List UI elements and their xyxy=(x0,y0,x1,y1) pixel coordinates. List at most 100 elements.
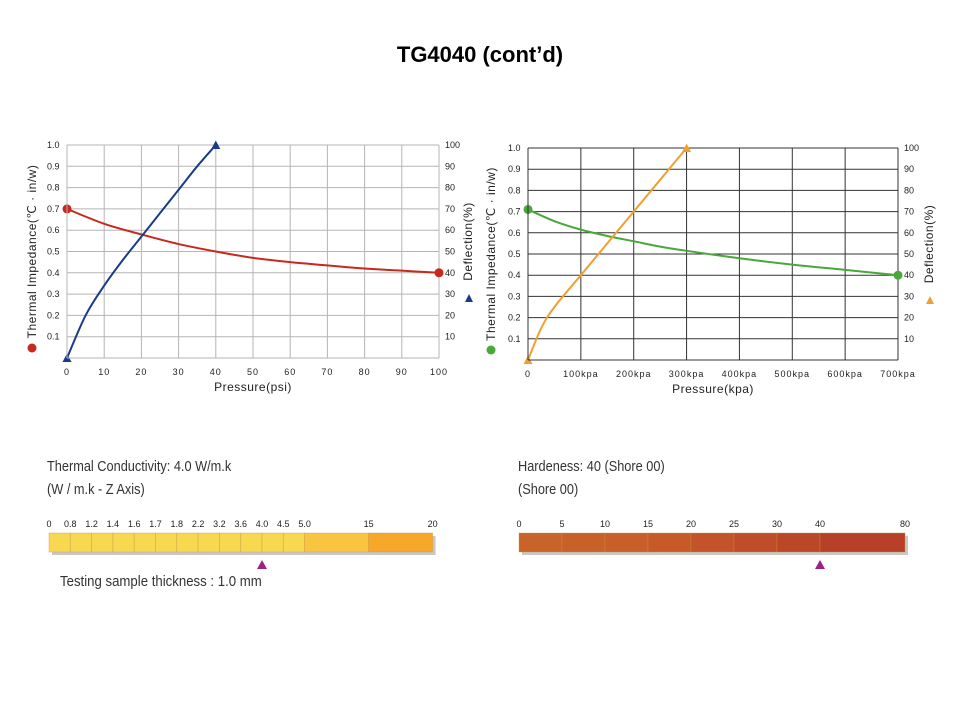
scale-tick-label: 0 xyxy=(46,519,51,529)
conductivity-subheading: (W / m.k - Z Axis) xyxy=(47,481,145,498)
scale-tick-label: 40 xyxy=(815,519,825,529)
y-right-tick-label: 40 xyxy=(445,268,455,278)
scale-tick-label: 10 xyxy=(600,519,610,529)
bar-segment xyxy=(561,532,606,553)
y-left-tick-label: 1.0 xyxy=(47,140,60,150)
x-tick-label: 30 xyxy=(173,367,185,377)
x-tick-label: 70 xyxy=(321,367,333,377)
x-tick-label: 100 xyxy=(430,367,448,377)
legend-circle-icon xyxy=(486,345,496,355)
scale-tick-label: 5.0 xyxy=(298,519,311,529)
y-right-tick-label: 10 xyxy=(445,332,455,342)
y-left-tick-label: 0.1 xyxy=(508,334,521,344)
chart-pressure-kpa: 0 100kpa 200kpa 300kpa 400kpa 500kpa 600kpa 700… xyxy=(484,143,936,396)
bar-segment xyxy=(91,532,114,553)
legend-triangle-icon xyxy=(926,296,934,304)
conductivity-bar: 0 0.8 1.2 1.4 1.6 1.7 1.8 2.2 3.2 3.6 4.0 4.5 5.0 15 2… xyxy=(46,519,438,569)
bar-segment xyxy=(368,532,434,553)
data-point-circle xyxy=(893,270,903,280)
y-left-tick-label: 0.7 xyxy=(508,207,521,217)
x-tick-label: 20 xyxy=(135,367,147,377)
data-point-circle xyxy=(434,268,444,278)
scale-tick-label: 1.6 xyxy=(128,519,141,529)
series-line-thermal-impedance xyxy=(527,208,899,277)
bar-segment xyxy=(282,532,305,553)
y-right-tick-label: 50 xyxy=(904,249,914,259)
y-left-tick-label: 0.2 xyxy=(47,310,60,320)
hardness-heading: Hardeness: 40 (Shore 00) xyxy=(518,458,665,475)
scale-tick-label: 3.2 xyxy=(213,519,226,529)
y-right-axis-label: Deflection(%) xyxy=(922,205,936,284)
bar-segment xyxy=(690,532,735,553)
legend-triangle-icon xyxy=(465,294,473,302)
scale-tick-label: 30 xyxy=(772,519,782,529)
y-left-tick-label: 0.1 xyxy=(47,332,60,342)
x-tick-label: 600kpa xyxy=(827,369,863,379)
data-point-triangle xyxy=(682,143,692,152)
y-left-tick-label: 0.7 xyxy=(47,204,60,214)
scale-tick-label: 4.0 xyxy=(256,519,269,529)
page-title: TG4040 (cont’d) xyxy=(396,42,564,67)
bar-segment xyxy=(733,532,778,553)
bar-segment xyxy=(776,532,821,553)
scale-tick-label: 5 xyxy=(559,519,564,529)
x-tick-label: 200kpa xyxy=(616,369,652,379)
y-right-tick-label: 100 xyxy=(445,140,460,150)
hardness-scale: Hardeness: 40 (Shore 00) (Shore 00) xyxy=(518,458,928,498)
y-right-tick-label: 60 xyxy=(904,228,914,238)
y-left-tick-label: 0.6 xyxy=(508,228,521,238)
scale-tick-label: 15 xyxy=(364,519,374,529)
bar-segment xyxy=(604,532,649,553)
x-tick-label: 10 xyxy=(98,367,110,377)
x-tick-label: 400kpa xyxy=(722,369,758,379)
scale-tick-label: 1.7 xyxy=(149,519,162,529)
y-left-tick-label: 0.5 xyxy=(47,247,60,257)
conductivity-heading: Thermal Conductivity: 4.0 W/m.k xyxy=(47,458,232,475)
y-left-tick-label: 0.4 xyxy=(508,270,521,280)
scale-tick-label: 15 xyxy=(643,519,653,529)
scale-tick-label: 80 xyxy=(900,519,910,529)
legend-circle-icon xyxy=(27,343,37,353)
x-tick-label: 0 xyxy=(525,369,531,379)
y-left-tick-label: 0.8 xyxy=(47,183,60,193)
x-tick-label: 0 xyxy=(64,367,70,377)
scale-tick-label: 3.6 xyxy=(234,519,247,529)
y-right-tick-label: 90 xyxy=(904,164,914,174)
chart-pressure-psi: 0 10 20 30 40 50 60 70 80 90 100 0.1 0.2 0.3 0.4 0.5 0.6… xyxy=(25,140,475,394)
y-left-tick-label: 0.4 xyxy=(47,268,60,278)
x-axis-label: Pressure(kpa) xyxy=(672,382,754,396)
y-left-tick-label: 0.3 xyxy=(508,291,521,301)
y-right-tick-label: 20 xyxy=(445,310,455,320)
y-left-tick-label: 0.2 xyxy=(508,313,521,323)
y-right-tick-label: 90 xyxy=(445,161,455,171)
y-right-tick-label: 70 xyxy=(445,204,455,214)
y-right-tick-label: 10 xyxy=(904,334,914,344)
scale-tick-label: 20 xyxy=(686,519,696,529)
y-right-tick-label: 80 xyxy=(445,183,455,193)
scale-tick-label: 1.8 xyxy=(171,519,184,529)
y-right-tick-label: 70 xyxy=(904,207,914,217)
thermal-conductivity-scale: Thermal Conductivity: 4.0 W/m.k (W / m.k… xyxy=(47,458,457,498)
bar-segment xyxy=(819,532,906,553)
y-left-tick-label: 0.5 xyxy=(508,249,521,259)
y-right-tick-label: 60 xyxy=(445,225,455,235)
grid xyxy=(66,144,440,359)
testing-sample-note: Testing sample thickness : 1.0 mm xyxy=(60,573,262,590)
scale-tick-label: 1.4 xyxy=(107,519,120,529)
y-right-tick-label: 30 xyxy=(445,289,455,299)
y-right-tick-label: 50 xyxy=(445,247,455,257)
value-marker-triangle-icon xyxy=(257,560,267,569)
hardness-subheading: (Shore 00) xyxy=(518,481,579,498)
x-tick-label: 90 xyxy=(396,367,408,377)
series-line-deflection xyxy=(527,147,688,361)
y-left-tick-label: 0.6 xyxy=(47,225,60,235)
x-axis-label: Pressure(psi) xyxy=(214,380,292,394)
y-right-tick-label: 100 xyxy=(904,143,919,153)
x-tick-label: 80 xyxy=(359,367,371,377)
scale-tick-label: 1.2 xyxy=(85,519,98,529)
y-left-tick-label: 0.9 xyxy=(47,161,60,171)
y-left-axis-label: Thermal Impedance(℃ · in/w) xyxy=(25,165,39,339)
series-line-thermal-impedance xyxy=(66,207,440,274)
scale-tick-label: 0 xyxy=(516,519,521,529)
y-left-tick-label: 0.9 xyxy=(508,164,521,174)
